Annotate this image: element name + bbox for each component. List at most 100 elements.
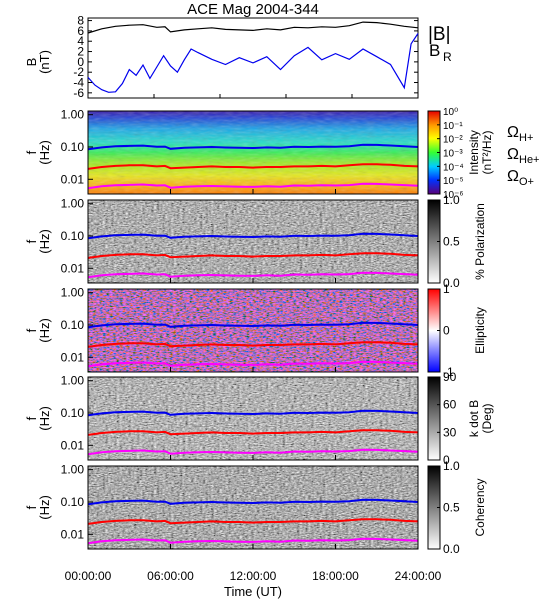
kdotb-colorbar — [427, 376, 441, 461]
x-axis-label: Time (UT) — [224, 584, 282, 599]
kdotb-ylabel-f: f — [24, 416, 39, 420]
polarization-oxygen-gyro-line — [87, 271, 419, 279]
intensity-y-tick-label: 0.10 — [61, 140, 85, 154]
kdotb-y-tick-label: 0.01 — [61, 438, 85, 452]
panel-polarization: 1.00 0.10 0.01 f(Hz) 1.0 0.5 0.0 % Polarization — [24, 193, 487, 290]
intensity-texture — [88, 111, 418, 194]
coherency-helium-gyro-line — [87, 518, 419, 525]
field-y-tick-label: 8 — [77, 14, 84, 28]
polarization-hydrogen-gyro-line — [87, 232, 419, 240]
coherency-colorbar-label: Coherency — [473, 478, 487, 536]
x-tick-label: 18:00:00 — [312, 569, 359, 583]
ellipticity-helium-gyro-line — [87, 341, 419, 348]
ellipticity-y-tick-label: 0.01 — [61, 350, 85, 364]
ellipticity-y-tick-label: 1.00 — [61, 286, 85, 300]
ion-legend-symbol: Ω — [507, 146, 519, 163]
ellipticity-hydrogen-gyro-line — [87, 321, 419, 329]
field-y-tick-label: -4 — [73, 76, 84, 90]
kdotb-y-tick-label: 0.10 — [61, 406, 85, 420]
ellipticity-colorbar-tick-label: 0 — [443, 324, 450, 338]
legend-bmag: |B| — [428, 24, 451, 45]
field-y-tick-label: 4 — [77, 34, 84, 48]
ion-legend-label: H+ — [519, 132, 533, 144]
kdotb-y-tick-label: 1.00 — [61, 374, 85, 388]
figure-title: ACE Mag 2004-344 — [187, 1, 319, 18]
x-tick-label: 00:00:00 — [65, 569, 112, 583]
ellipticity-y-tick-label: 0.10 — [61, 318, 85, 332]
ellipticity-oxygen-gyro-line — [87, 360, 419, 368]
coherency-colorbar-tick-label: 0.0 — [443, 542, 460, 556]
ellipticity-colorbar-label: Ellipticity — [473, 307, 487, 354]
intensity-colorbar-tick-label: 10⁻² — [443, 135, 463, 146]
polarization-ylabel-unit: (Hz) — [37, 229, 52, 254]
legend-br-subscript: R — [443, 50, 452, 64]
polarization-helium-gyro-line — [87, 252, 419, 259]
coherency-oxygen-gyro-line — [87, 537, 419, 545]
ion-legend-symbol: Ω — [507, 168, 519, 185]
field-ylabel-b: B — [24, 58, 39, 67]
x-tick-label: 06:00:00 — [147, 569, 194, 583]
coherency-texture — [88, 466, 418, 549]
kdotb-colorbar-label: (Deg) — [480, 403, 494, 433]
field-y-tick-label: 6 — [77, 24, 84, 38]
intensity-colorbar-label: (nT²/Hz) — [480, 131, 494, 175]
field-y-tick-label: -6 — [73, 86, 84, 100]
intensity-colorbar-tick-label: 10⁻⁴ — [443, 162, 464, 173]
coherency-ylabel-f: f — [24, 505, 39, 509]
kdotb-ylabel-unit: (Hz) — [37, 406, 52, 431]
intensity-colorbar-label: Intensity — [467, 130, 481, 175]
polarization-ylabel-f: f — [24, 239, 39, 243]
kdotb-helium-gyro-line — [87, 429, 419, 436]
series-line-br — [87, 33, 419, 93]
kdotb-oxygen-gyro-line — [87, 448, 419, 456]
intensity-oxygen-gyro-line — [87, 182, 419, 190]
x-axis: 00:00:00 06:00:00 12:00:00 18:00:00 24:00:00 — [65, 569, 442, 583]
polarization-colorbar-tick-label: 0.5 — [443, 235, 460, 249]
coherency-colorbar-tick-label: 0.5 — [443, 501, 460, 515]
coherency-y-tick-label: 0.10 — [61, 495, 85, 509]
kdotb-texture — [88, 377, 418, 460]
panel-coherency: 1.00 0.10 0.01 f(Hz) 1.0 0.5 0.0 Coherency — [24, 459, 487, 556]
polarization-colorbar-tick-label: 0.0 — [443, 276, 460, 290]
field-ylabel-unit: (nT) — [37, 50, 52, 74]
ion-legend-label: He+ — [519, 154, 540, 166]
kdotb-colorbar-label: k dot B — [467, 400, 481, 437]
coherency-colorbar-tick-label: 1.0 — [443, 459, 460, 473]
ion-legend-label: O+ — [519, 176, 534, 188]
spectrogram-panels: 1.000.100.01f(Hz)10⁰10⁻¹10⁻²10⁻³10⁻⁴10⁻⁵… — [24, 107, 494, 556]
intensity-colorbar-tick-label: 10⁻¹ — [443, 121, 463, 132]
polarization-y-tick-label: 0.01 — [61, 261, 85, 275]
kdotb-colorbar-tick-label: 30 — [443, 425, 457, 439]
coherency-hydrogen-gyro-line — [87, 498, 419, 506]
intensity-y-tick-label: 1.00 — [61, 108, 85, 122]
panel-kdotb: 1.00 0.10 0.01 f(Hz) 90 60 30 0 k dot B (Deg) — [24, 370, 494, 467]
coherency-y-tick-label: 0.01 — [61, 527, 85, 541]
field-y-tick-label: -2 — [73, 65, 84, 79]
coherency-y-tick-label: 1.00 — [61, 463, 85, 477]
intensity-colorbar-tick-label: 10⁻⁶ — [443, 190, 464, 201]
ellipticity-colorbar-tick-label: -1 — [443, 365, 454, 379]
field-y-tick-label: 0 — [77, 55, 84, 69]
intensity-y-tick-label: 0.01 — [61, 172, 85, 186]
panel-intensity: 1.00 0.10 0.01 f(Hz) 10⁰ 10⁻¹ 10⁻² 10⁻³ 10⁻⁴ 10⁻⁵… — [24, 107, 494, 201]
panel-ellipticity: 1.00 0.10 0.01 f(Hz) 1 0 -1 Ellipticity — [24, 282, 487, 379]
kdotb-colorbar-tick-label: 0 — [443, 453, 450, 467]
series-line-bmag — [87, 21, 419, 34]
intensity-colorbar-tick-label: 10⁻³ — [443, 149, 463, 160]
polarization-texture — [88, 200, 418, 283]
kdotb-colorbar-tick-label: 60 — [443, 398, 457, 412]
field-y-tick-label: 2 — [77, 45, 84, 59]
kdotb-colorbar-tick-label: 90 — [443, 370, 457, 384]
plot-frame-field — [87, 17, 419, 99]
polarization-colorbar-label: % Polarization — [473, 203, 487, 280]
polarization-y-tick-label: 0.10 — [61, 229, 85, 243]
ion-legend: Ω H+Ω He+Ω O+ — [507, 124, 540, 188]
ellipticity-ylabel-unit: (Hz) — [37, 318, 52, 343]
polarization-colorbar-tick-label: 1.0 — [443, 193, 460, 207]
polarization-y-tick-label: 1.00 — [61, 197, 85, 211]
intensity-ylabel-unit: (Hz) — [37, 140, 52, 165]
kdotb-hydrogen-gyro-line — [87, 409, 419, 417]
x-tick-label: 24:00:00 — [395, 569, 442, 583]
